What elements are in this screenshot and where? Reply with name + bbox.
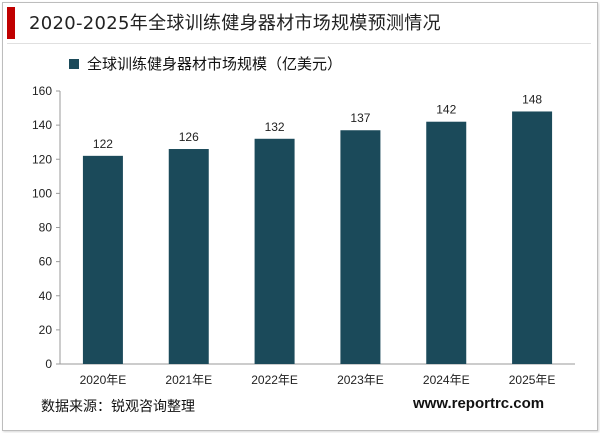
legend: 全球训练健身器材市场规模（亿美元） — [69, 53, 342, 74]
bar — [340, 130, 381, 364]
y-tick-label: 100 — [32, 186, 52, 200]
y-tick-label: 160 — [32, 84, 52, 98]
bar — [512, 111, 553, 364]
watermark: www.reportrc.com — [413, 395, 545, 412]
chart-title: 2020-2025年全球训练健身器材市场规模预测情况 — [29, 13, 441, 34]
legend-label: 全球训练健身器材市场规模（亿美元） — [87, 55, 343, 73]
x-tick-label: 2022年E — [251, 373, 298, 387]
x-tick-label: 2025年E — [509, 373, 556, 387]
bar — [168, 149, 209, 364]
y-tick-label: 120 — [32, 152, 52, 166]
title-divider — [7, 43, 591, 44]
data-label: 137 — [350, 111, 370, 125]
y-tick-label: 20 — [39, 323, 53, 337]
bar-chart: 0 20 40 60 80 100 120 140 160 122 2020年E 126 2021年E 1… — [32, 84, 575, 387]
x-tick-label: 2023年E — [337, 373, 384, 387]
legend-swatch — [69, 58, 79, 69]
bar — [426, 121, 467, 365]
y-tick-label: 0 — [45, 357, 52, 371]
data-label: 126 — [179, 130, 199, 144]
x-tick-label: 2021年E — [165, 373, 212, 387]
y-tick-label: 80 — [39, 221, 53, 235]
y-tick-label: 40 — [39, 289, 53, 303]
y-tick-label: 60 — [39, 255, 53, 269]
x-tick-label: 2024年E — [423, 373, 470, 387]
data-label: 122 — [93, 137, 113, 151]
data-label: 148 — [522, 92, 542, 106]
bar — [82, 155, 123, 364]
data-source: 数据来源：锐观咨询整理 — [41, 399, 195, 415]
data-label: 142 — [436, 103, 456, 117]
title-accent-bar — [7, 7, 15, 39]
data-label: 132 — [265, 120, 285, 134]
y-tick-label: 140 — [32, 118, 52, 132]
bar — [254, 138, 295, 364]
x-tick-label: 2020年E — [80, 373, 127, 387]
